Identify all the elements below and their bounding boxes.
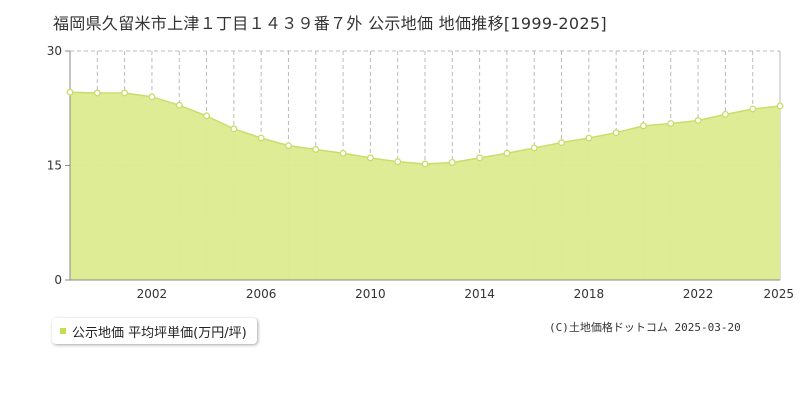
- data-point: [448, 158, 456, 166]
- x-tick-label: 2002: [137, 287, 168, 301]
- x-tick-label: 2014: [464, 287, 495, 301]
- data-point: [776, 102, 784, 110]
- data-point: [339, 149, 347, 157]
- data-point: [558, 139, 565, 147]
- tick-labels: 0 15 30 2002 2006 2010 2014 2018 2022 2025: [47, 44, 794, 301]
- data-point: [285, 142, 292, 150]
- data-point: [421, 160, 429, 168]
- data-point: [121, 89, 129, 97]
- data-point: [230, 125, 238, 133]
- y-tick-label: 0: [54, 273, 62, 287]
- data-point: [366, 154, 374, 162]
- legend-swatch: [60, 328, 66, 334]
- legend: 公示地価 平均坪単価(万円/坪): [52, 318, 257, 344]
- data-point: [203, 112, 210, 120]
- x-tick-label: 2025: [763, 287, 794, 301]
- data-point: [394, 158, 402, 166]
- x-tick-label: 2022: [683, 287, 714, 301]
- x-tick-label: 2010: [355, 287, 386, 301]
- data-point: [612, 129, 620, 137]
- credit-text: (C)土地価格ドットコム 2025-03-20: [549, 321, 741, 334]
- data-points: [66, 88, 784, 168]
- data-point: [476, 154, 484, 162]
- data-point: [640, 122, 647, 130]
- data-point: [585, 134, 593, 142]
- data-point: [721, 110, 729, 118]
- data-point: [66, 88, 74, 96]
- chart-title: 福岡県久留米市上津１丁目１４３９番７外 公示地価 地価推移[1999-2025]: [53, 14, 607, 33]
- data-point: [667, 120, 675, 127]
- data-point: [530, 144, 538, 152]
- data-point: [749, 105, 757, 113]
- data-point: [175, 101, 183, 109]
- legend-label: 公示地価 平均坪単価(万円/坪): [72, 325, 247, 341]
- series-area: [70, 92, 780, 280]
- y-tick-label: 15: [47, 159, 62, 173]
- data-point: [257, 134, 265, 142]
- data-point: [148, 93, 156, 101]
- data-point: [93, 89, 101, 97]
- x-tick-label: 2018: [574, 287, 605, 301]
- x-tick-label: 2006: [246, 287, 277, 301]
- data-point: [312, 146, 320, 153]
- data-point: [503, 149, 511, 157]
- y-tick-label: 30: [47, 44, 62, 58]
- land-price-chart: 0 15 30 2002 2006 2010 2014 2018 2022 2025: [47, 44, 794, 301]
- data-point: [694, 117, 702, 124]
